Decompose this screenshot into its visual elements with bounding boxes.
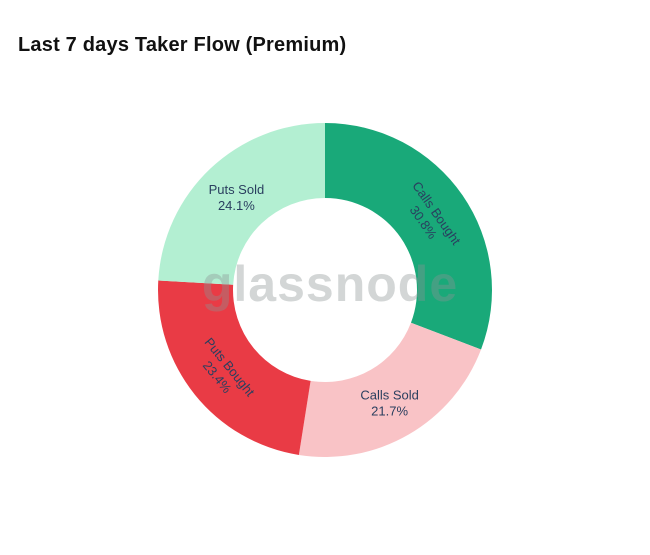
slice-label-calls-sold: Calls Sold 21.7% [360, 388, 419, 419]
pie-slice-puts-bought[interactable] [158, 280, 311, 455]
chart-title: Last 7 days Taker Flow (Premium) [18, 34, 347, 56]
pie-slice-calls-sold[interactable] [298, 322, 482, 457]
pie-slice-puts-sold[interactable] [158, 123, 325, 285]
pie-slice-calls-bought[interactable] [325, 123, 492, 350]
slice-label-puts-sold: Puts Sold 24.1% [209, 182, 265, 213]
